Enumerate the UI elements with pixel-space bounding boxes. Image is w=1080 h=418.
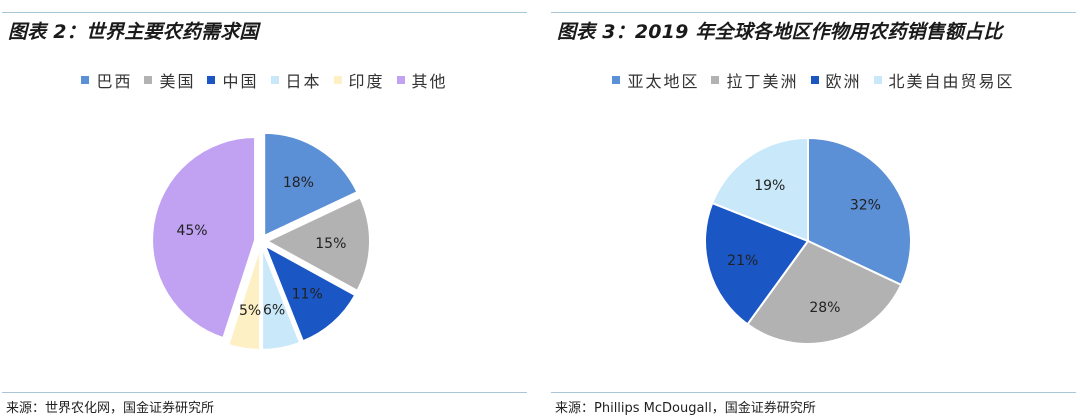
- pie-data-label: 6%: [263, 303, 285, 319]
- chart-source: 来源：Phillips McDougall，国金证券研究所: [555, 401, 816, 416]
- pie-data-label: 18%: [283, 175, 314, 191]
- pie-slice: [710, 136, 809, 243]
- pie-chart: 32% 28% 21% 19%: [704, 136, 912, 345]
- pie-data-label: 32%: [850, 198, 881, 214]
- legend-item: 美国: [144, 68, 195, 92]
- legend-item: 巴西: [81, 68, 132, 92]
- legend-swatch: [873, 76, 882, 84]
- pie-slice: [263, 243, 357, 343]
- legend-item: 北美自由贸易区: [873, 68, 1015, 92]
- legend-swatch: [711, 76, 720, 84]
- pie-slice: [807, 136, 912, 287]
- pie-data-label: 19%: [754, 178, 785, 194]
- pie-data-label: 45%: [176, 223, 207, 239]
- legend-label: 美国: [159, 72, 196, 91]
- legend-label: 亚太地区: [627, 72, 700, 91]
- pie-slice: [263, 131, 359, 238]
- pie-slice: [704, 201, 810, 326]
- legend-label: 欧洲: [825, 72, 862, 91]
- legend-item: 日本: [270, 68, 322, 92]
- legend-item: 拉丁美洲: [711, 68, 798, 92]
- legend-item: 亚太地区: [612, 68, 699, 92]
- pie-data-label: 28%: [809, 300, 840, 316]
- chart-title: 图表 3：2019 年全球各地区作物用农药销售额占比: [557, 21, 1003, 43]
- pie-chart: 18% 15% 11% 6%5% 45%: [151, 131, 371, 351]
- legend-item: 印度: [333, 68, 385, 92]
- pie-slice: [226, 246, 262, 351]
- legend-swatch: [810, 76, 819, 84]
- chart-legend: 巴西 美国 中国 日本 印度 其他: [2, 68, 527, 92]
- top-rule: [551, 12, 1076, 13]
- pie-data-label: 21%: [727, 253, 758, 269]
- chart-legend: 亚太地区 拉丁美洲 欧洲 北美自由贸易区: [551, 68, 1076, 92]
- pie-slice: [746, 239, 903, 345]
- chart-title: 图表 2：世界主要农药需求国: [8, 21, 259, 43]
- legend-swatch: [207, 76, 216, 84]
- legend-label: 中国: [222, 72, 259, 91]
- legend-label: 巴西: [96, 72, 133, 91]
- bottom-rule: [551, 392, 1076, 393]
- legend-label: 日本: [285, 72, 322, 91]
- legend-item: 其他: [396, 68, 448, 92]
- legend-label: 拉丁美洲: [726, 72, 799, 91]
- pie-data-label: 5%: [239, 303, 261, 319]
- legend-item: 欧洲: [810, 68, 862, 92]
- pie-data-label: 15%: [315, 236, 346, 252]
- pie-data-label: 11%: [292, 286, 323, 302]
- legend-swatch: [396, 76, 405, 84]
- legend-item: 中国: [207, 68, 258, 92]
- legend-label: 北美自由贸易区: [888, 72, 1015, 91]
- legend-swatch: [333, 76, 342, 84]
- chart-panel-left: 图表 2：世界主要农药需求国 巴西 美国 中国 日本 印度 其他 18% 15% 11% 6% 5…: [2, 0, 527, 418]
- top-rule: [2, 12, 527, 13]
- legend-label: 印度: [348, 72, 385, 91]
- pie-slice: [264, 196, 371, 293]
- pie-slice: [151, 136, 257, 340]
- legend-label: 其他: [411, 72, 448, 91]
- bottom-rule: [2, 392, 527, 393]
- pie-slice: [261, 246, 302, 351]
- legend-swatch: [612, 76, 621, 84]
- chart-panel-right: 图表 3：2019 年全球各地区作物用农药销售额占比 亚太地区 拉丁美洲 欧洲 北美自…: [551, 0, 1076, 418]
- chart-source: 来源：世界农化网，国金证券研究所: [6, 401, 215, 416]
- legend-swatch: [144, 76, 153, 84]
- legend-swatch: [270, 76, 279, 84]
- legend-swatch: [81, 76, 90, 84]
